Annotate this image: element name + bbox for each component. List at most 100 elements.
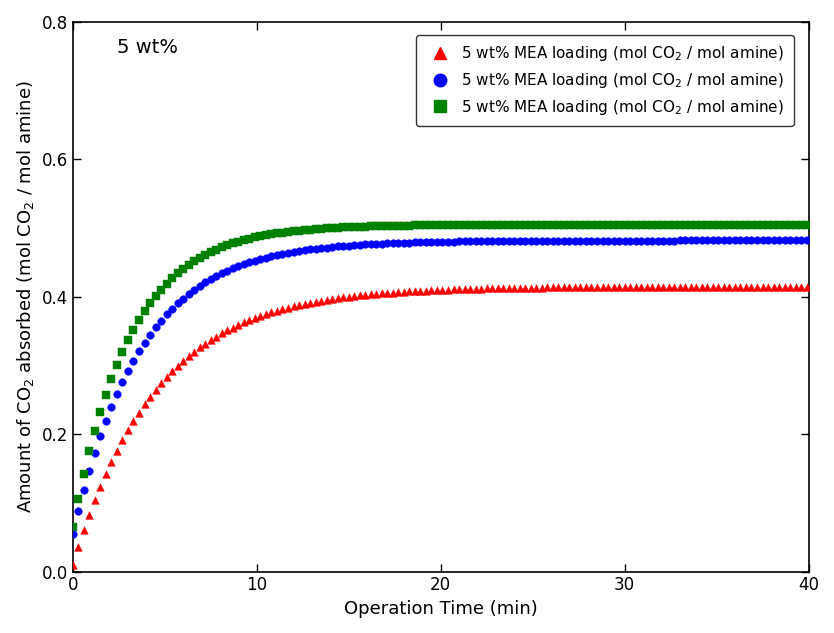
Point (293, 225, 306, 235)
Point (78, 525, 91, 536)
Point (551, 282, 565, 292)
Point (756, 220, 769, 230)
Point (430, 220, 444, 230)
Point (165, 304, 178, 314)
Point (535, 282, 549, 292)
Point (353, 222, 366, 232)
Point (756, 235, 769, 246)
Point (237, 317, 250, 327)
Point (800, 282, 813, 292)
Point (149, 291, 163, 301)
Point (380, 288, 394, 298)
Point (232, 237, 245, 247)
Point (430, 237, 444, 247)
Point (149, 385, 163, 395)
Point (83, 465, 96, 475)
Point (160, 310, 173, 320)
Point (364, 289, 378, 299)
Point (767, 235, 781, 246)
Point (590, 282, 604, 292)
Point (557, 282, 570, 292)
Point (182, 260, 195, 270)
Point (369, 239, 383, 249)
Point (298, 225, 311, 235)
Point (105, 374, 118, 384)
Point (215, 329, 229, 339)
Point (293, 246, 306, 256)
Point (314, 243, 328, 253)
Point (568, 235, 581, 246)
Point (480, 236, 493, 246)
Point (281, 248, 294, 258)
Point (629, 282, 642, 292)
Point (580, 282, 593, 292)
Point (447, 220, 460, 230)
Point (209, 271, 223, 281)
Point (717, 282, 731, 292)
Point (232, 320, 245, 330)
Point (143, 330, 157, 340)
Point (475, 284, 488, 294)
Y-axis label: Amount of CO$_2$ absorbed (mol CO$_2$ / mol amine): Amount of CO$_2$ absorbed (mol CO$_2$ / … (15, 80, 36, 513)
Point (772, 282, 786, 292)
Point (243, 315, 256, 325)
Point (706, 282, 720, 292)
X-axis label: Operation Time (min): Operation Time (min) (344, 600, 538, 618)
Point (353, 240, 366, 250)
Legend: 5 wt% MEA loading (mol CO$_2$ / mol amine), 5 wt% MEA loading (mol CO$_2$ / mol : 5 wt% MEA loading (mol CO$_2$ / mol amin… (415, 35, 793, 126)
Point (309, 224, 322, 234)
Point (513, 220, 526, 230)
Point (386, 287, 399, 298)
Point (254, 231, 267, 241)
Point (425, 237, 438, 247)
Point (783, 220, 796, 230)
Point (110, 360, 123, 370)
Point (469, 220, 482, 230)
Point (221, 266, 234, 276)
Point (342, 241, 355, 251)
Point (795, 282, 808, 292)
Point (739, 235, 752, 246)
Point (304, 225, 317, 235)
Point (640, 220, 653, 230)
Point (342, 292, 355, 302)
Point (198, 339, 212, 349)
Point (601, 220, 615, 230)
Point (298, 299, 311, 309)
Point (304, 298, 317, 308)
Point (314, 296, 328, 306)
Point (193, 342, 206, 353)
Point (696, 235, 709, 246)
Point (690, 235, 703, 246)
Point (595, 235, 609, 246)
Point (83, 446, 96, 456)
Point (380, 221, 394, 231)
Point (99, 416, 113, 426)
Point (226, 322, 239, 332)
Point (325, 223, 339, 233)
Point (491, 283, 505, 293)
Point (585, 235, 598, 246)
Point (133, 315, 146, 325)
Point (188, 346, 201, 356)
Point (375, 288, 389, 298)
Point (519, 283, 532, 293)
Point (309, 297, 322, 307)
Point (508, 236, 521, 246)
Point (761, 235, 775, 246)
Point (215, 268, 229, 279)
Point (414, 285, 427, 296)
Point (595, 220, 609, 230)
Point (177, 356, 190, 366)
Point (392, 287, 405, 298)
Point (331, 223, 344, 233)
Point (734, 220, 747, 230)
Point (739, 282, 752, 292)
Point (441, 237, 455, 247)
Point (441, 220, 455, 230)
Point (464, 284, 477, 294)
Point (259, 230, 273, 240)
Point (452, 284, 465, 294)
Point (618, 235, 631, 246)
Point (496, 220, 510, 230)
